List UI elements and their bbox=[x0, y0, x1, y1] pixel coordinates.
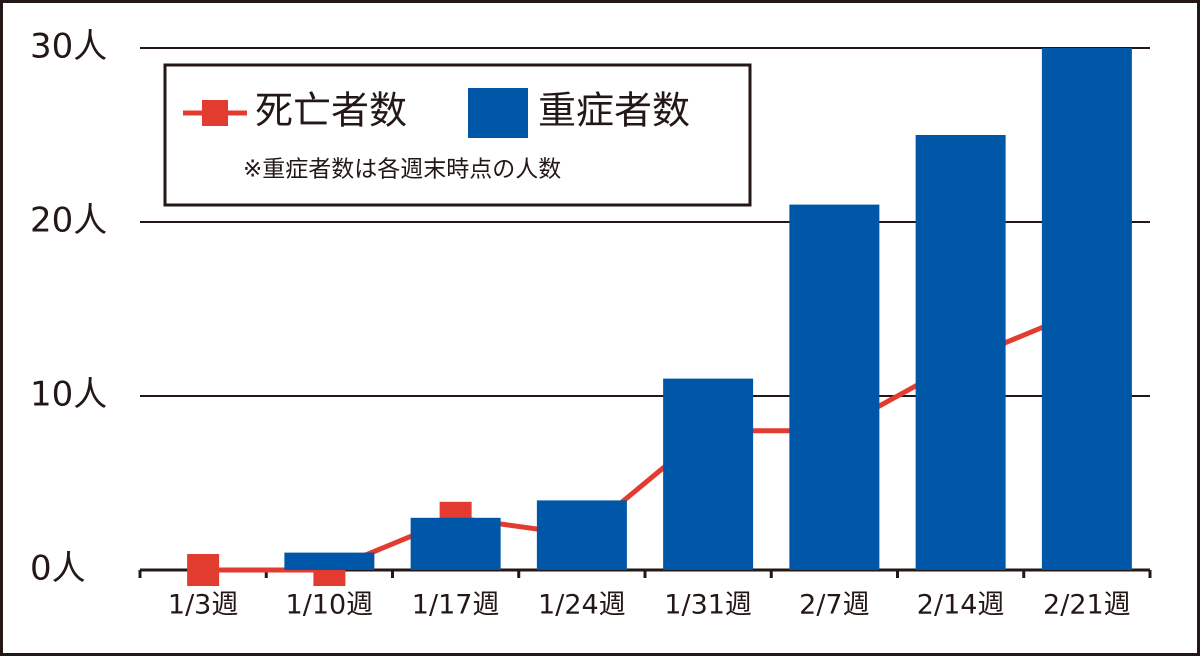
y-tick-label: 20人 bbox=[30, 201, 107, 241]
y-tick-label: 10人 bbox=[30, 375, 107, 415]
legend-marker bbox=[202, 100, 228, 126]
legend-box bbox=[163, 63, 752, 207]
x-tick-label: 2/14週 bbox=[917, 590, 1005, 621]
x-tick-label: 1/24週 bbox=[538, 590, 626, 621]
legend-label: 重症者数 bbox=[538, 89, 690, 133]
x-tick-label: 2/21週 bbox=[1043, 590, 1131, 621]
legend-label: 死亡者数 bbox=[255, 89, 407, 133]
legend: 死亡者数 重症者数 ※重症者数は各週末時点の人数 bbox=[163, 63, 752, 207]
bar bbox=[663, 378, 754, 570]
x-tick-label: 1/17週 bbox=[412, 590, 500, 621]
y-tick-label: 30人 bbox=[30, 27, 107, 67]
bar bbox=[284, 552, 375, 570]
bar bbox=[410, 517, 501, 570]
legend-swatch bbox=[468, 88, 528, 138]
plot: 0人 10人 20人 30人 1/3週 1/10週 1/17週 1/24週 1/31週 2/7週 2… bbox=[30, 27, 1152, 621]
legend-note: ※重症者数は各週末時点の人数 bbox=[243, 157, 561, 183]
y-tick-label: 0人 bbox=[30, 549, 86, 589]
x-tick-label: 2/7週 bbox=[799, 590, 869, 621]
bar bbox=[1041, 48, 1132, 570]
marker bbox=[187, 554, 220, 586]
bar bbox=[536, 500, 627, 570]
bar bbox=[789, 204, 880, 570]
x-tick-label: 1/31週 bbox=[664, 590, 752, 621]
bar bbox=[915, 135, 1006, 570]
x-tick-label: 1/3週 bbox=[168, 590, 238, 621]
x-tick-label: 1/10週 bbox=[286, 590, 374, 621]
